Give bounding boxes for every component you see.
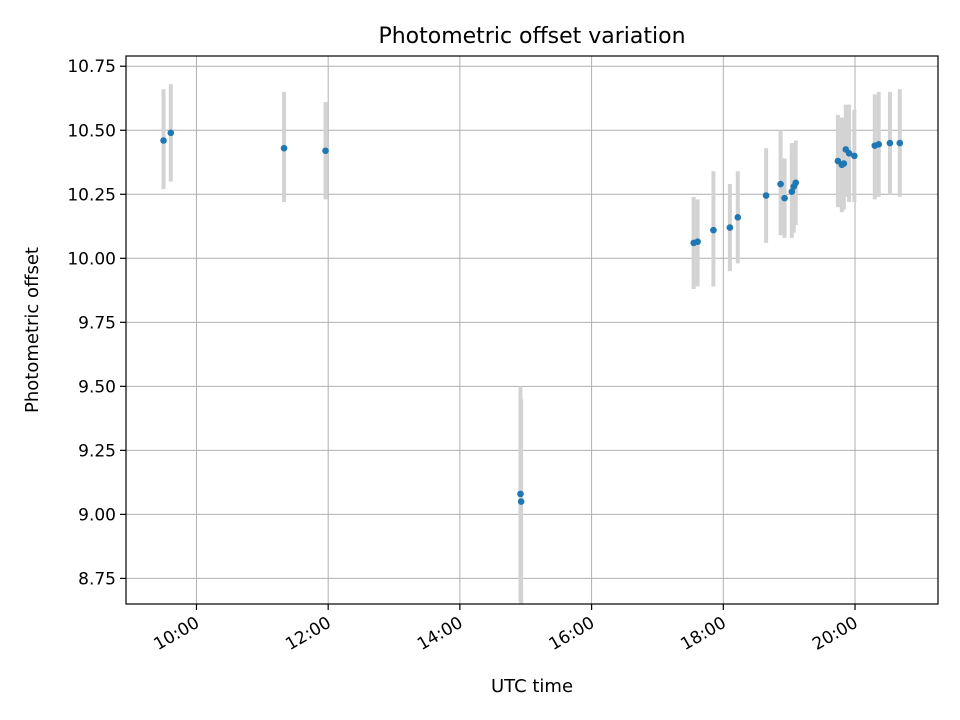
data-point bbox=[781, 194, 788, 202]
data-point bbox=[160, 137, 167, 144]
data-points bbox=[160, 129, 904, 505]
data-point bbox=[762, 192, 770, 199]
chart-title: Photometric offset variation bbox=[378, 24, 685, 49]
y-tick-label: 9.50 bbox=[78, 377, 116, 397]
data-point bbox=[734, 214, 742, 221]
x-axis-label: UTC time bbox=[491, 676, 573, 697]
data-point bbox=[875, 141, 883, 148]
data-point bbox=[280, 144, 288, 152]
y-tick-label: 8.75 bbox=[78, 569, 116, 589]
plot-frame bbox=[125, 55, 939, 605]
data-point bbox=[840, 160, 848, 167]
data-point bbox=[845, 150, 853, 157]
data-point bbox=[710, 226, 717, 234]
data-point bbox=[322, 147, 329, 155]
y-tick-label: 9.75 bbox=[78, 313, 116, 333]
data-point bbox=[167, 129, 175, 137]
y-tick-label: 10.25 bbox=[67, 185, 116, 205]
data-point bbox=[517, 490, 524, 498]
data-point bbox=[726, 224, 734, 231]
y-axis-label: Photometric offset bbox=[22, 247, 43, 413]
data-point bbox=[792, 179, 800, 187]
y-tick-label: 10.00 bbox=[67, 249, 116, 269]
data-point bbox=[694, 238, 701, 245]
data-point bbox=[788, 188, 796, 196]
data-point bbox=[851, 152, 858, 160]
y-tick-label: 9.25 bbox=[78, 441, 116, 461]
y-tick-label: 10.75 bbox=[67, 57, 116, 77]
data-point bbox=[896, 139, 904, 147]
y-tick-label: 10.50 bbox=[67, 121, 116, 141]
y-axis-ticks: 8.75 9.00 9.25 9.50 9.75 10.00 10.25 10.50 10.75 bbox=[67, 57, 126, 589]
data-point bbox=[886, 139, 894, 147]
y-tick-label: 9.00 bbox=[78, 505, 116, 525]
data-point bbox=[777, 180, 784, 188]
data-point bbox=[517, 498, 525, 505]
